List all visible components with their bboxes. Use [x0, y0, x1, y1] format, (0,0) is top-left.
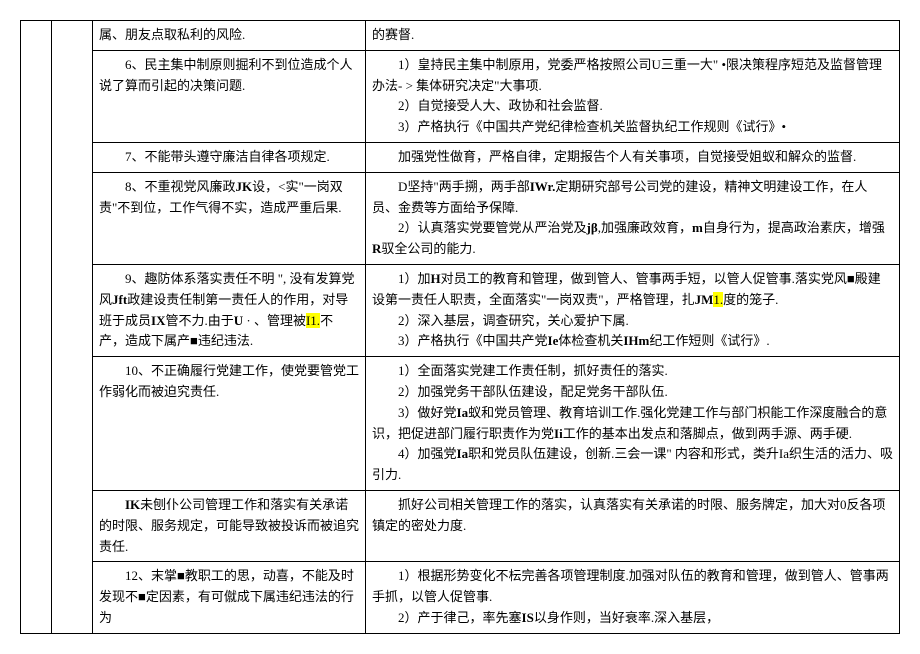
right-cell: 的赛督. [366, 21, 900, 51]
merge-col-1 [21, 21, 52, 634]
left-cell: 12、末掌■教职工的思，动喜，不能及时发现不■定因素，有可僦成下属违纪违法的行为 [93, 562, 366, 633]
left-cell: 9、趣防体系落实责任不明 ", 没有发算党风Jft政建设责任制第一责任人的作用，… [93, 264, 366, 356]
right-cell: 加强党性做育，严格自律，定期报告个人有关事项，自觉接受姐蚁和解众的监督. [366, 142, 900, 172]
left-cell: 7、不能带头遵守廉洁自律各项规定. [93, 142, 366, 172]
right-cell: 1）加H对员工的教育和管理，做到管人、管事两手短，以管人促管事.落实党风■殿建设… [366, 264, 900, 356]
right-cell: 1）根据形势变化不枟完善各项管理制度.加强对队伍的教育和管理，做到管人、管事两手… [366, 562, 900, 633]
right-cell: 1）皇持民主集中制原用，党委严格按照公司U三重一大" •限决策程序短范及监督管理… [366, 50, 900, 142]
left-cell: 8、不重视党风廉政JK设，<实"一岗双责"不到位，工作气得不实，造成严重后果. [93, 172, 366, 264]
document-table: 属、朋友点取私利的风险.的赛督.6、民主集中制原则掘利不到位造成个人说了算而引起… [20, 20, 900, 634]
left-cell: 6、民主集中制原则掘利不到位造成个人说了算而引起的决策问题. [93, 50, 366, 142]
left-cell: 10、不正确履行党建工作，使党要管党工作弱化而被迫究责任. [93, 357, 366, 491]
right-cell: 抓好公司相关管理工作的落实，认真落实有关承诺的时限、服务牌定，加大对0反各项镇定… [366, 490, 900, 561]
left-cell: 属、朋友点取私利的风险. [93, 21, 366, 51]
left-cell: IK未刨仆公司管理工作和落实有关承诺的时限、服务规定，可能导致被投诉而被追究责任… [93, 490, 366, 561]
right-cell: D坚持"两手搠，两手部IWr.定期研究部号公司党的建设，精神文明建设工作，在人员… [366, 172, 900, 264]
right-cell: 1）全面落实党建工作责任制，抓好责任的落实.2）加强党务干部队伍建设，配足党务干… [366, 357, 900, 491]
merge-col-2 [52, 21, 93, 634]
